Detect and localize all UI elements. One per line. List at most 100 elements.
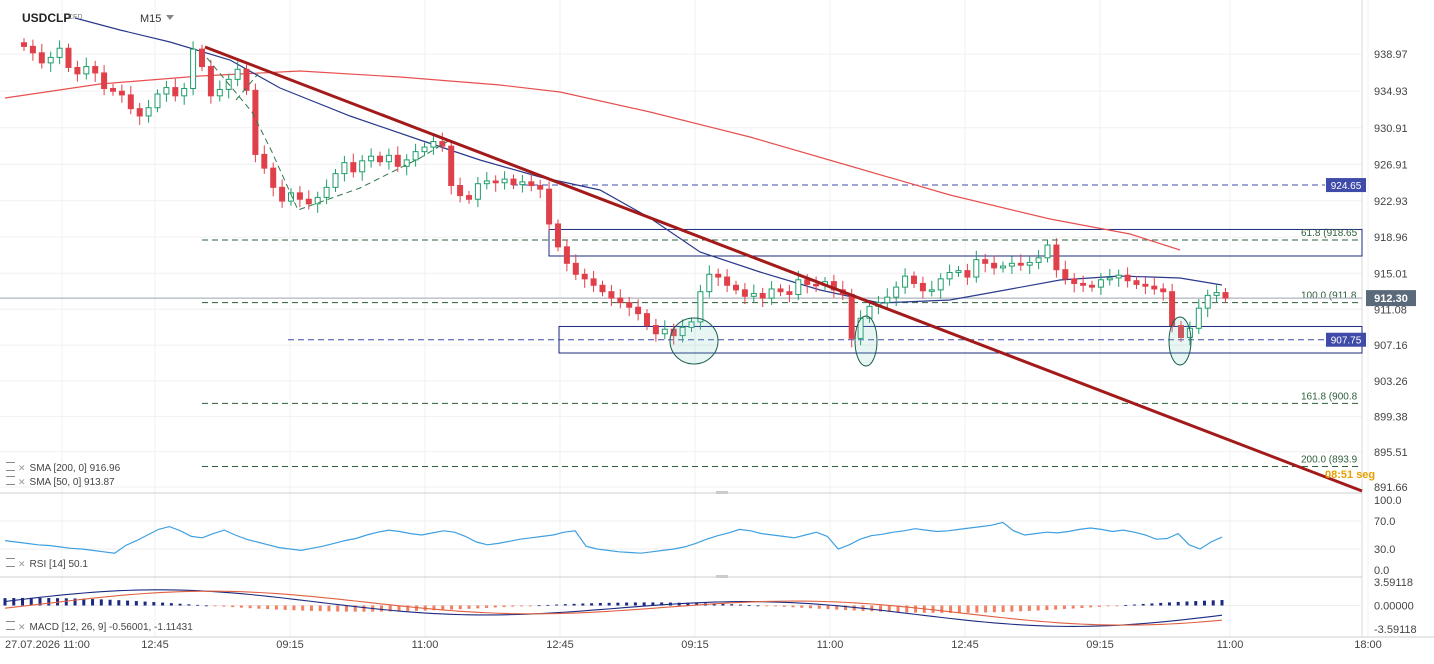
close-icon[interactable]: ✕ [18,622,26,632]
candle[interactable] [928,280,935,297]
panel-resize-handle[interactable] [716,575,728,578]
candle[interactable] [893,281,900,307]
candle[interactable] [911,271,917,289]
candle[interactable] [1026,256,1033,275]
close-icon[interactable]: ✕ [18,559,26,569]
candle[interactable] [29,39,36,61]
candle[interactable] [1222,288,1229,303]
candle[interactable] [483,171,490,190]
candle[interactable] [1089,280,1095,292]
candle[interactable] [982,253,989,273]
candle[interactable] [377,151,383,167]
settings-icon[interactable] [6,462,15,471]
candle[interactable] [190,41,197,96]
candle[interactable] [1106,268,1113,286]
candle[interactable] [706,265,713,298]
candle[interactable] [181,82,188,105]
candle[interactable] [679,319,686,343]
candle[interactable] [430,134,437,155]
candle[interactable] [1142,277,1149,295]
candle[interactable] [492,175,499,192]
candle[interactable] [56,40,63,65]
candle[interactable] [902,268,909,294]
candle[interactable] [1195,299,1202,334]
candle[interactable] [74,60,81,82]
highlight-ellipse[interactable] [854,315,878,367]
candle[interactable] [448,140,455,195]
candle[interactable] [1071,273,1078,293]
candle[interactable] [368,148,375,168]
candle[interactable] [884,288,891,309]
rsi-line[interactable] [4,521,1223,554]
candle[interactable] [848,288,855,348]
close-icon[interactable]: ✕ [18,463,26,473]
candle[interactable] [403,154,410,176]
candle[interactable] [136,102,143,125]
candle[interactable] [145,99,152,123]
candle[interactable] [1053,238,1060,278]
candle[interactable] [466,191,472,204]
candle[interactable] [563,240,570,272]
candle[interactable] [635,299,642,321]
candle[interactable] [252,83,259,163]
candle[interactable] [528,172,535,192]
candle[interactable] [1178,320,1184,343]
candle[interactable] [38,43,45,69]
macd-signal-line[interactable] [4,590,1223,626]
candle[interactable] [457,177,464,203]
candle[interactable] [537,179,544,199]
candle[interactable] [626,296,633,317]
candle[interactable] [688,317,695,332]
candle[interactable] [991,255,998,275]
candle[interactable] [127,85,134,115]
candle[interactable] [1204,289,1211,318]
candle[interactable] [581,268,588,288]
close-icon[interactable]: ✕ [18,477,26,487]
settings-icon[interactable] [6,621,15,630]
current-price-tag[interactable] [1366,290,1416,307]
candle[interactable] [1000,261,1006,273]
wave-path-line[interactable] [235,73,259,101]
candle[interactable] [1151,277,1158,295]
candle[interactable] [207,59,214,104]
candle[interactable] [608,284,615,306]
candle[interactable] [412,143,419,167]
candle[interactable] [439,132,446,152]
candle[interactable] [234,61,241,87]
candle[interactable] [110,83,116,96]
candle[interactable] [813,276,820,293]
highlight-ellipse[interactable] [1168,316,1192,366]
candle[interactable] [733,280,739,295]
settings-icon[interactable] [6,476,15,485]
candle[interactable] [47,51,54,72]
candle[interactable] [546,181,553,231]
legend-sma50[interactable]: ✕ SMA [50, 0] 913.87 [6,476,115,488]
candle[interactable] [697,284,704,330]
candle[interactable] [777,284,784,297]
candle[interactable] [332,169,339,192]
candle[interactable] [644,309,650,331]
candle[interactable] [1017,254,1024,271]
candle[interactable] [519,175,526,193]
candle[interactable] [341,155,348,182]
candle[interactable] [555,219,561,252]
candle[interactable] [964,263,971,285]
highlight-ellipse[interactable] [669,317,719,365]
candle[interactable] [599,280,606,297]
candle[interactable] [1160,283,1167,301]
candle[interactable] [314,191,321,213]
candle[interactable] [101,65,108,96]
candle[interactable] [1008,256,1015,274]
candle[interactable] [510,174,517,190]
candle[interactable] [973,250,980,283]
downtrend-line[interactable] [204,45,1363,493]
candle[interactable] [1062,260,1069,285]
candle[interactable] [92,60,99,82]
candle[interactable] [919,276,926,299]
candle[interactable] [65,43,72,73]
candle[interactable] [296,186,303,208]
candle[interactable] [288,188,294,206]
candle[interactable] [1044,240,1051,263]
